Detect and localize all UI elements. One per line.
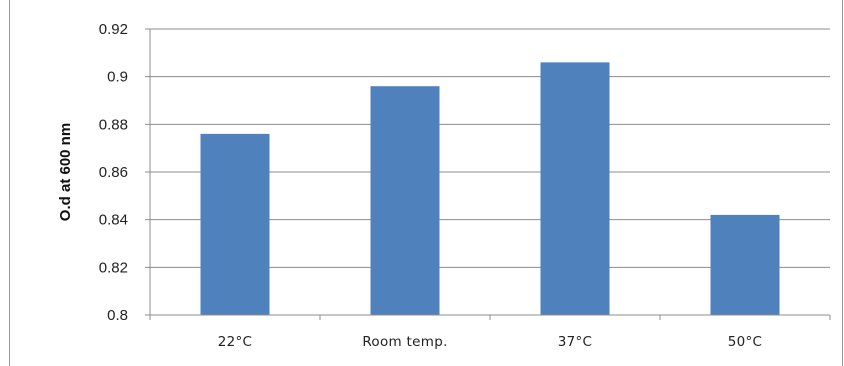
x-tick-label: Room temp.	[362, 334, 447, 350]
chart-frame	[9, 0, 843, 366]
y-axis-title: O.d at 600 nm	[57, 123, 74, 221]
y-tick-label: 0.82	[99, 259, 128, 276]
bar	[370, 86, 440, 315]
axes	[145, 28, 831, 320]
y-tick-label: 0.86	[99, 164, 128, 181]
bars	[200, 62, 780, 315]
bar	[540, 62, 610, 315]
x-tick-label: 50°C	[728, 334, 763, 350]
x-tick-label: 22°C	[218, 334, 253, 350]
bar	[200, 133, 270, 315]
y-tick-label: 0.8	[107, 307, 128, 324]
x-tick-label: 37°C	[558, 334, 593, 350]
x-tick-labels: 22°C Room temp. 37°C 50°C	[218, 334, 763, 350]
y-tick-label: 0.92	[99, 21, 128, 38]
y-tick-label: 0.84	[99, 212, 128, 229]
y-tick-label: 0.88	[99, 116, 128, 133]
bar	[710, 214, 780, 315]
y-tick-label: 0.9	[107, 69, 128, 86]
y-tick-labels: 0.8 0.82 0.84 0.86 0.88 0.9 0.92	[99, 21, 128, 324]
